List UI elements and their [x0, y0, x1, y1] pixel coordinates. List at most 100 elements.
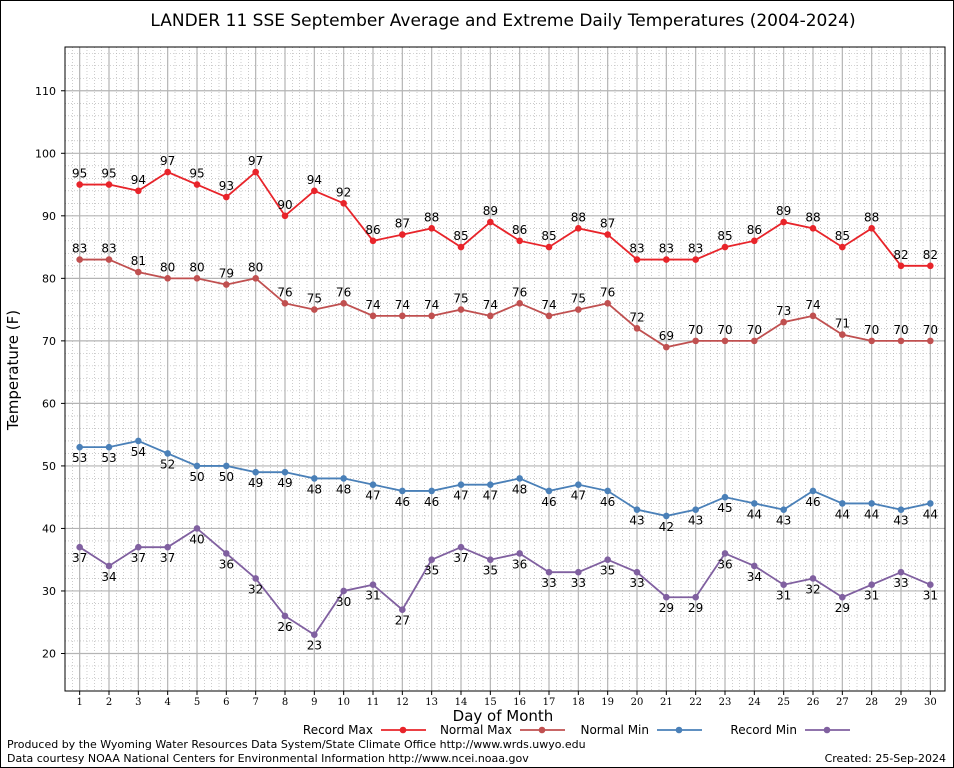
record-max-point — [281, 212, 289, 220]
legend-marker-record-max — [399, 726, 407, 734]
record-min-data-label: 29 — [688, 601, 703, 615]
record-max-point — [105, 181, 113, 188]
record-min-data-label: 29 — [835, 601, 850, 615]
record-max-point — [516, 237, 523, 245]
record-max-data-label: 85 — [541, 229, 556, 243]
record-max-point — [897, 262, 905, 270]
record-max-point — [399, 231, 406, 238]
record-min-point — [399, 606, 406, 614]
normal-min-point — [809, 487, 817, 495]
y-tick-label: 100 — [35, 147, 56, 160]
normal-max-data-label: 72 — [629, 310, 644, 324]
x-tick-label: 9 — [311, 697, 317, 708]
x-tick-label: 14 — [455, 697, 468, 708]
x-tick-label: 2 — [106, 697, 112, 708]
record-max-point — [340, 200, 347, 207]
normal-min-point — [575, 481, 582, 488]
x-tick-label: 10 — [337, 697, 350, 708]
record-min-point — [193, 525, 201, 532]
normal-max-point — [663, 343, 670, 351]
normal-min-data-label: 46 — [600, 495, 615, 509]
normal-max-data-label: 70 — [747, 323, 762, 337]
record-max-point — [633, 256, 641, 263]
normal-max-point — [399, 312, 406, 320]
record-min-data-label: 31 — [776, 589, 791, 603]
normal-min-point — [751, 500, 758, 507]
normal-max-point — [897, 337, 905, 345]
record-max-point — [545, 243, 553, 251]
normal-min-data-label: 44 — [864, 507, 879, 521]
normal-min-point — [281, 468, 289, 476]
normal-min-point — [663, 512, 670, 520]
normal-min-point — [457, 481, 465, 488]
normal-max-data-label: 74 — [805, 298, 820, 312]
record-max-point — [780, 218, 787, 226]
record-max-line — [79, 170, 931, 267]
record-max-data-label: 82 — [893, 248, 908, 262]
record-min-point — [575, 568, 582, 576]
record-max-data-label: 86 — [512, 223, 527, 237]
normal-max-point — [839, 331, 846, 338]
record-max-data-label: 95 — [101, 167, 116, 181]
record-min-data-label: 35 — [483, 564, 498, 578]
normal-max-point — [340, 300, 347, 307]
record-max-point — [311, 187, 318, 195]
record-max-point — [135, 187, 142, 195]
normal-min-point — [721, 493, 729, 501]
normal-min-point — [252, 468, 259, 476]
normal-min-data-label: 44 — [747, 507, 762, 521]
record-min-point — [663, 593, 670, 601]
normal-min-data-label: 43 — [893, 514, 908, 528]
x-tick-label: 3 — [135, 697, 141, 708]
record-min-point — [751, 562, 758, 570]
normal-max-data-label: 76 — [600, 285, 615, 299]
x-tick-label: 25 — [777, 697, 790, 708]
legend-marker-normal-max — [538, 726, 546, 734]
normal-max-data-label: 70 — [688, 323, 703, 337]
normal-max-data-label: 80 — [189, 260, 204, 274]
record-min-data-label: 37 — [160, 551, 175, 565]
record-min-data-label: 31 — [864, 589, 879, 603]
normal-max-data-label: 70 — [923, 323, 938, 337]
record-min-data-label: 37 — [72, 551, 87, 565]
x-tick-label: 24 — [748, 697, 761, 708]
record-min-point — [721, 550, 729, 557]
normal-min-point — [516, 475, 523, 482]
normal-max-point — [311, 306, 318, 313]
record-min-data-label: 31 — [365, 589, 380, 603]
record-max-data-label: 85 — [717, 229, 732, 243]
normal-max-data-label: 75 — [571, 292, 586, 306]
normal-min-point — [340, 475, 347, 482]
normal-min-point — [633, 506, 641, 513]
normal-max-data-label: 76 — [277, 285, 292, 299]
produced-by-note: Produced by the Wyoming Water Resources … — [7, 738, 586, 751]
normal-min-data-label: 50 — [219, 470, 234, 484]
record-min-point — [897, 568, 905, 576]
x-tick-label: 6 — [223, 697, 229, 708]
record-max-point — [868, 225, 875, 232]
normal-max-point — [927, 337, 934, 345]
x-tick-label: 23 — [719, 697, 732, 708]
normal-max-data-label: 74 — [395, 298, 410, 312]
normal-max-point — [868, 337, 875, 345]
record-min-point — [692, 593, 699, 601]
record-max-point — [223, 193, 230, 201]
record-max-data-label: 94 — [307, 173, 322, 187]
record-min-data-label: 35 — [600, 564, 615, 578]
normal-max-point — [809, 312, 817, 320]
normal-max-point — [135, 268, 142, 276]
record-max-point — [751, 237, 758, 245]
normal-min-point — [193, 462, 201, 470]
x-tick-label: 17 — [543, 697, 556, 708]
record-max-point — [604, 231, 611, 238]
normal-min-point — [868, 500, 875, 507]
record-min-point — [105, 562, 113, 570]
normal-max-line — [79, 258, 931, 349]
normal-min-point — [839, 500, 846, 507]
normal-max-point — [76, 256, 83, 263]
record-max-point — [369, 237, 377, 245]
legend-marker-normal-min — [675, 726, 683, 734]
normal-max-data-label: 69 — [659, 329, 674, 343]
normal-max-point — [516, 300, 523, 307]
y-tick-label: 90 — [42, 210, 56, 223]
